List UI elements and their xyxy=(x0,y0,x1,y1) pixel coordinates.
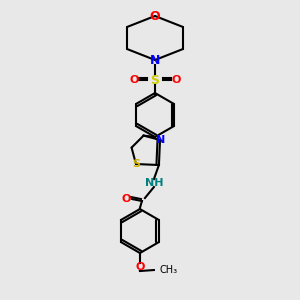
Text: O: O xyxy=(121,194,130,204)
Text: O: O xyxy=(129,75,139,85)
Text: NH: NH xyxy=(145,178,163,188)
Text: CH₃: CH₃ xyxy=(160,265,178,275)
Text: N: N xyxy=(150,53,160,67)
Text: S: S xyxy=(151,74,160,86)
Text: O: O xyxy=(150,10,160,22)
Text: O: O xyxy=(135,262,145,272)
Text: S: S xyxy=(132,159,140,169)
Text: O: O xyxy=(171,75,181,85)
Text: N: N xyxy=(156,135,166,145)
